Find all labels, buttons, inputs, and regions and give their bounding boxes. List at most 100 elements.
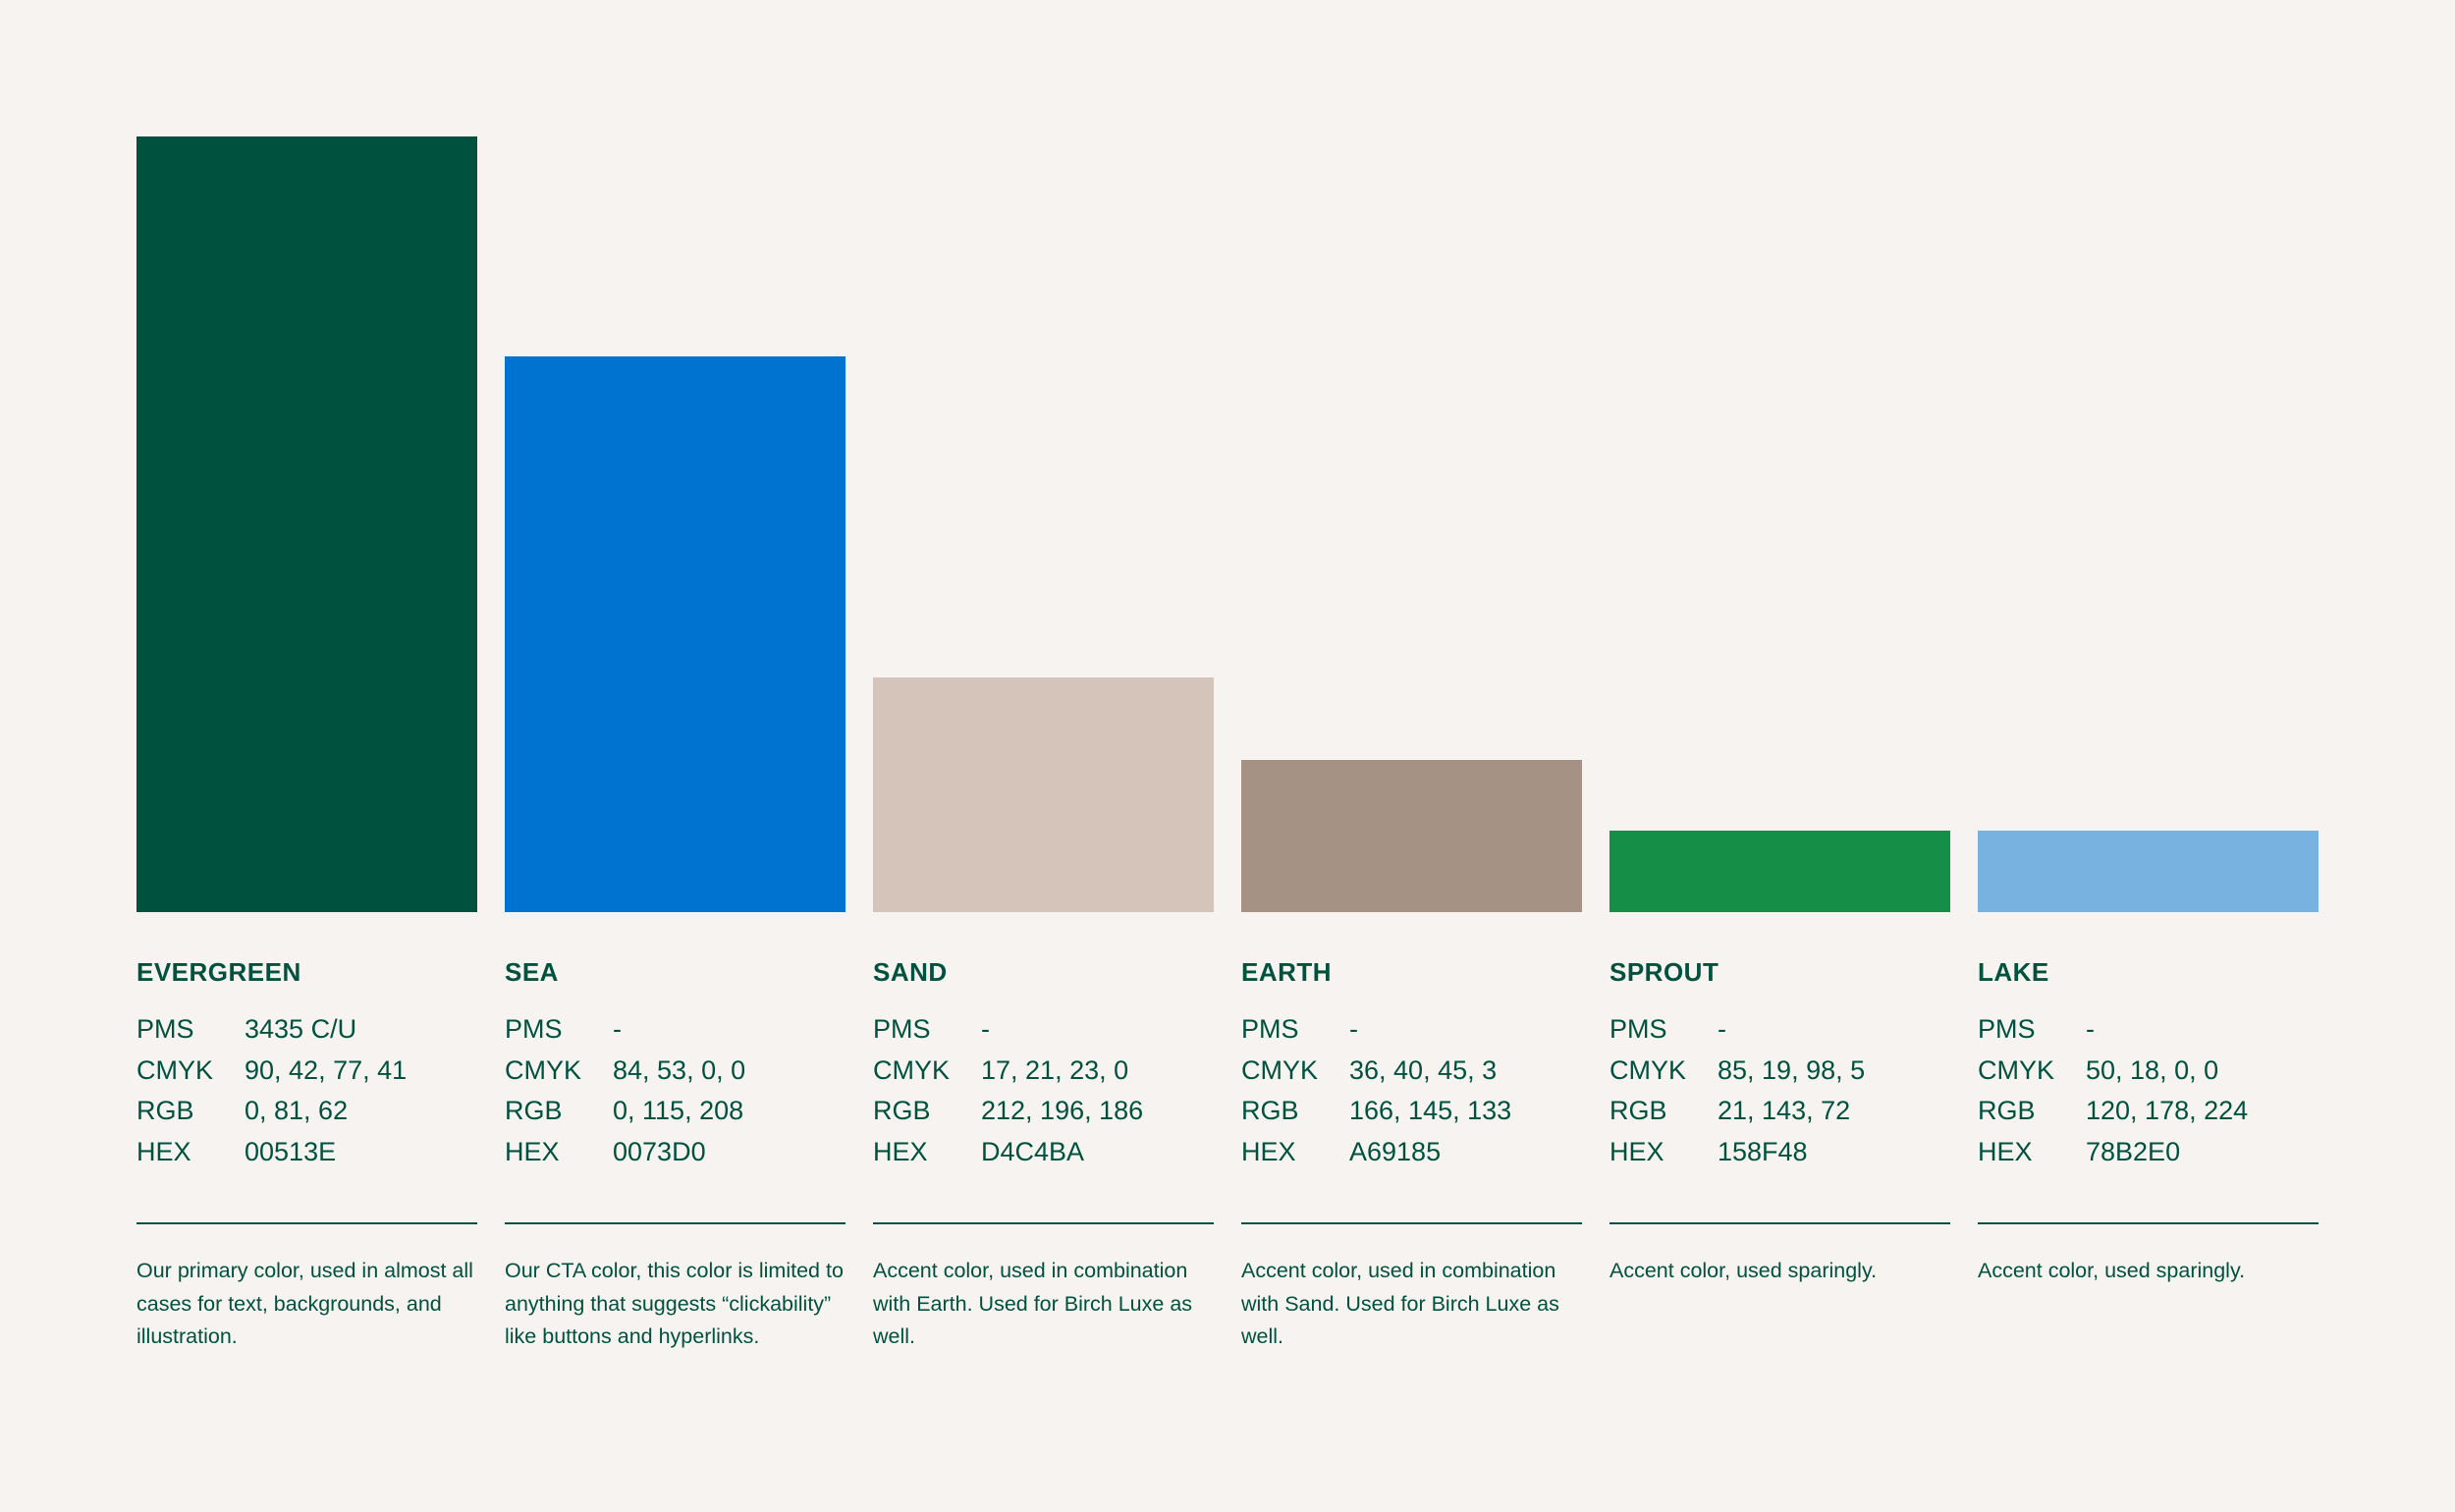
hex-label: HEX xyxy=(505,1136,560,1166)
hex-label: HEX xyxy=(873,1136,928,1166)
cmyk-row: CMYK 85, 19, 98, 5 xyxy=(1609,1053,1950,1095)
pms-label: PMS xyxy=(136,1014,194,1044)
cmyk-value: 84, 53, 0, 0 xyxy=(613,1054,746,1085)
rgb-label: RGB xyxy=(1241,1096,1299,1125)
color-description-sand: Accent color, used in combination with E… xyxy=(873,1259,1193,1348)
color-name-sand: SAND xyxy=(873,957,948,987)
color-description-earth: Accent color, used in combination with S… xyxy=(1241,1259,1559,1348)
palette-column-sea: SEA PMS - CMYK 84, 53, 0, 0 RGB 0, 115, 208… xyxy=(505,0,846,1512)
hex-value: D4C4BA xyxy=(981,1136,1085,1166)
cmyk-label: CMYK xyxy=(1609,1054,1687,1085)
pms-value: - xyxy=(1349,1014,1358,1044)
rgb-label: RGB xyxy=(136,1096,194,1125)
color-description-sprout: Accent color, used sparingly. xyxy=(1609,1259,1878,1282)
divider-line xyxy=(505,1222,846,1224)
color-description-evergreen: Our primary color, used in almost all ca… xyxy=(136,1259,473,1348)
palette-column-lake: LAKE PMS - CMYK 50, 18, 0, 0 RGB 120, 178, … xyxy=(1978,0,2319,1512)
rgb-value: 21, 143, 72 xyxy=(1718,1096,1851,1125)
rgb-label: RGB xyxy=(873,1096,931,1125)
color-specs-earth: PMS - CMYK 36, 40, 45, 3 RGB 166, 145, 133 … xyxy=(1241,1012,1582,1175)
hex-row: HEX A69185 xyxy=(1241,1135,1582,1176)
rgb-label: RGB xyxy=(1609,1096,1667,1125)
color-swatch-sprout xyxy=(1609,831,1950,912)
color-swatch-sea xyxy=(505,356,846,912)
pms-value: - xyxy=(981,1014,990,1044)
rgb-row: RGB 0, 81, 62 xyxy=(136,1094,477,1135)
palette-column-earth: EARTH PMS - CMYK 36, 40, 45, 3 RGB 166, 145… xyxy=(1241,0,1582,1512)
rgb-label: RGB xyxy=(1978,1096,2036,1125)
cmyk-value: 85, 19, 98, 5 xyxy=(1718,1054,1866,1085)
cmyk-row: CMYK 36, 40, 45, 3 xyxy=(1241,1053,1582,1095)
hex-row: HEX 78B2E0 xyxy=(1978,1135,2319,1176)
hex-value: 78B2E0 xyxy=(2086,1136,2181,1166)
color-specs-sprout: PMS - CMYK 85, 19, 98, 5 RGB 21, 143, 72 HE… xyxy=(1609,1012,1950,1175)
color-description-sea: Our CTA color, this color is limited to … xyxy=(505,1259,844,1348)
pms-label: PMS xyxy=(1241,1014,1299,1044)
cmyk-label: CMYK xyxy=(1241,1054,1319,1085)
rgb-value: 120, 178, 224 xyxy=(2086,1096,2249,1125)
rgb-value: 0, 81, 62 xyxy=(245,1096,349,1125)
rgb-row: RGB 166, 145, 133 xyxy=(1241,1094,1582,1135)
hex-row: HEX 158F48 xyxy=(1609,1135,1950,1176)
pms-row: PMS - xyxy=(505,1012,846,1053)
cmyk-row: CMYK 50, 18, 0, 0 xyxy=(1978,1053,2319,1095)
color-swatch-lake xyxy=(1978,831,2319,912)
palette-column-sand: SAND PMS - CMYK 17, 21, 23, 0 RGB 212, 196,… xyxy=(873,0,1214,1512)
pms-label: PMS xyxy=(505,1014,563,1044)
hex-row: HEX 0073D0 xyxy=(505,1135,846,1176)
hex-value: 00513E xyxy=(245,1136,337,1166)
divider-line xyxy=(1241,1222,1582,1224)
palette-column-evergreen: EVERGREEN PMS 3435 C/U CMYK 90, 42, 77, 41… xyxy=(136,0,477,1512)
pms-label: PMS xyxy=(1978,1014,2036,1044)
cmyk-label: CMYK xyxy=(873,1054,951,1085)
color-swatch-evergreen xyxy=(136,136,477,912)
color-name-earth: EARTH xyxy=(1241,957,1333,987)
pms-value: - xyxy=(1718,1014,1726,1044)
rgb-label: RGB xyxy=(505,1096,563,1125)
pms-row: PMS - xyxy=(1241,1012,1582,1053)
pms-value: 3435 C/U xyxy=(245,1014,357,1044)
rgb-row: RGB 212, 196, 186 xyxy=(873,1094,1214,1135)
color-name-evergreen: EVERGREEN xyxy=(136,957,301,987)
hex-row: HEX 00513E xyxy=(136,1135,477,1176)
hex-value: A69185 xyxy=(1349,1136,1442,1166)
cmyk-value: 90, 42, 77, 41 xyxy=(245,1054,408,1085)
hex-label: HEX xyxy=(1609,1136,1664,1166)
divider-line xyxy=(136,1222,477,1224)
color-specs-sand: PMS - CMYK 17, 21, 23, 0 RGB 212, 196, 186 … xyxy=(873,1012,1214,1175)
pms-label: PMS xyxy=(873,1014,931,1044)
cmyk-row: CMYK 17, 21, 23, 0 xyxy=(873,1053,1214,1095)
color-specs-sea: PMS - CMYK 84, 53, 0, 0 RGB 0, 115, 208 HEX… xyxy=(505,1012,846,1175)
color-swatch-earth xyxy=(1241,760,1582,912)
divider-line xyxy=(1978,1222,2319,1224)
rgb-value: 166, 145, 133 xyxy=(1349,1096,1512,1125)
color-specs-evergreen: PMS 3435 C/U CMYK 90, 42, 77, 41 RGB 0, 81,… xyxy=(136,1012,477,1175)
pms-value: - xyxy=(2086,1014,2095,1044)
rgb-value: 212, 196, 186 xyxy=(981,1096,1144,1125)
cmyk-label: CMYK xyxy=(136,1054,214,1085)
color-palette: EVERGREEN PMS 3435 C/U CMYK 90, 42, 77, 41… xyxy=(136,0,2319,1512)
cmyk-row: CMYK 84, 53, 0, 0 xyxy=(505,1053,846,1095)
hex-label: HEX xyxy=(1978,1136,2033,1166)
color-specs-lake: PMS - CMYK 50, 18, 0, 0 RGB 120, 178, 224 H… xyxy=(1978,1012,2319,1175)
cmyk-value: 36, 40, 45, 3 xyxy=(1349,1054,1498,1085)
color-swatch-sand xyxy=(873,677,1214,912)
hex-label: HEX xyxy=(136,1136,191,1166)
cmyk-value: 17, 21, 23, 0 xyxy=(981,1054,1129,1085)
divider-line xyxy=(873,1222,1214,1224)
cmyk-row: CMYK 90, 42, 77, 41 xyxy=(136,1053,477,1095)
color-name-lake: LAKE xyxy=(1978,957,2049,987)
color-name-sprout: SPROUT xyxy=(1609,957,1719,987)
pms-row: PMS - xyxy=(1978,1012,2319,1053)
hex-row: HEX D4C4BA xyxy=(873,1135,1214,1176)
rgb-row: RGB 0, 115, 208 xyxy=(505,1094,846,1135)
hex-value: 158F48 xyxy=(1718,1136,1808,1166)
rgb-row: RGB 120, 178, 224 xyxy=(1978,1094,2319,1135)
color-name-sea: SEA xyxy=(505,957,559,987)
pms-row: PMS 3435 C/U xyxy=(136,1012,477,1053)
rgb-row: RGB 21, 143, 72 xyxy=(1609,1094,1950,1135)
color-description-lake: Accent color, used sparingly. xyxy=(1978,1259,2246,1282)
hex-value: 0073D0 xyxy=(613,1136,706,1166)
pms-row: PMS - xyxy=(873,1012,1214,1053)
cmyk-label: CMYK xyxy=(1978,1054,2055,1085)
